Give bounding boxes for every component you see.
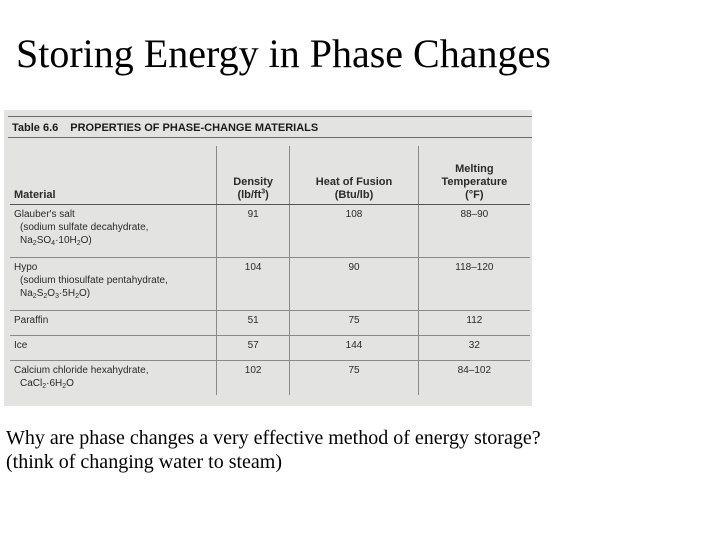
slide-title: Storing Energy in Phase Changes <box>16 31 551 76</box>
question-line-1: Why are phase changes a very effective m… <box>6 427 541 449</box>
cell-heat-of-fusion: 144 <box>289 335 419 361</box>
header-density: Density (lb/ft3) <box>215 146 290 205</box>
question-line-2: (think of changing water to steam) <box>6 451 283 473</box>
cell-density: 104 <box>215 257 290 311</box>
properties-table: Material Density (lb/ft3) Heat of Fusion… <box>10 146 530 395</box>
cell-heat-of-fusion: 108 <box>289 204 419 258</box>
chemical-formula: Na2SO4·10H2O) <box>20 235 92 247</box>
table-row-calcium-chloride: Calcium chloride hexahydrate, CaCl2·6H2O… <box>10 360 530 395</box>
header-material: Material <box>10 146 217 205</box>
chemical-formula: Na2S2O3·5H2O) <box>20 288 91 300</box>
cell-melting-temperature: 118–120 <box>417 257 530 311</box>
table-number: Table 6.6 <box>12 122 59 134</box>
cell-density: 102 <box>215 360 290 395</box>
table-header-row: Material Density (lb/ft3) Heat of Fusion… <box>10 146 530 205</box>
table-row-hypo: Hypo (sodium thiosulfate pentahydrate, N… <box>10 257 530 311</box>
cell-melting-temperature: 112 <box>417 310 530 336</box>
table-row-ice: Ice 57 144 32 <box>10 335 530 361</box>
table-heading: Table 6.6 PROPERTIES OF PHASE-CHANGE MATE… <box>8 116 532 138</box>
cell-melting-temperature: 32 <box>417 335 530 361</box>
header-melting-temperature: Melting Temperature (°F) <box>417 146 530 205</box>
cell-melting-temperature: 88–90 <box>417 204 530 258</box>
cell-heat-of-fusion: 75 <box>289 310 419 336</box>
cell-heat-of-fusion: 75 <box>289 360 419 395</box>
chemical-formula: CaCl2·6H2O <box>20 378 74 390</box>
table-row-glaubers-salt: Glauber's salt (sodium sulfate decahydra… <box>10 204 530 258</box>
cell-material: Paraffin <box>10 310 217 336</box>
cell-melting-temperature: 84–102 <box>417 360 530 395</box>
cell-density: 57 <box>215 335 290 361</box>
discussion-question: Why are phase changes a very effective m… <box>6 426 706 474</box>
cell-material: Glauber's salt (sodium sulfate decahydra… <box>10 204 217 258</box>
table-image-panel: Table 6.6 PROPERTIES OF PHASE-CHANGE MATE… <box>4 110 532 406</box>
cell-material: Calcium chloride hexahydrate, CaCl2·6H2O <box>10 360 217 395</box>
header-heat-of-fusion: Heat of Fusion (Btu/lb) <box>289 146 419 205</box>
cell-density: 51 <box>215 310 290 336</box>
cell-material: Hypo (sodium thiosulfate pentahydrate, N… <box>10 257 217 311</box>
cell-density: 91 <box>215 204 290 258</box>
table-row-paraffin: Paraffin 51 75 112 <box>10 310 530 336</box>
cell-heat-of-fusion: 90 <box>289 257 419 311</box>
cell-material: Ice <box>10 335 217 361</box>
table-title: PROPERTIES OF PHASE-CHANGE MATERIALS <box>70 122 319 134</box>
